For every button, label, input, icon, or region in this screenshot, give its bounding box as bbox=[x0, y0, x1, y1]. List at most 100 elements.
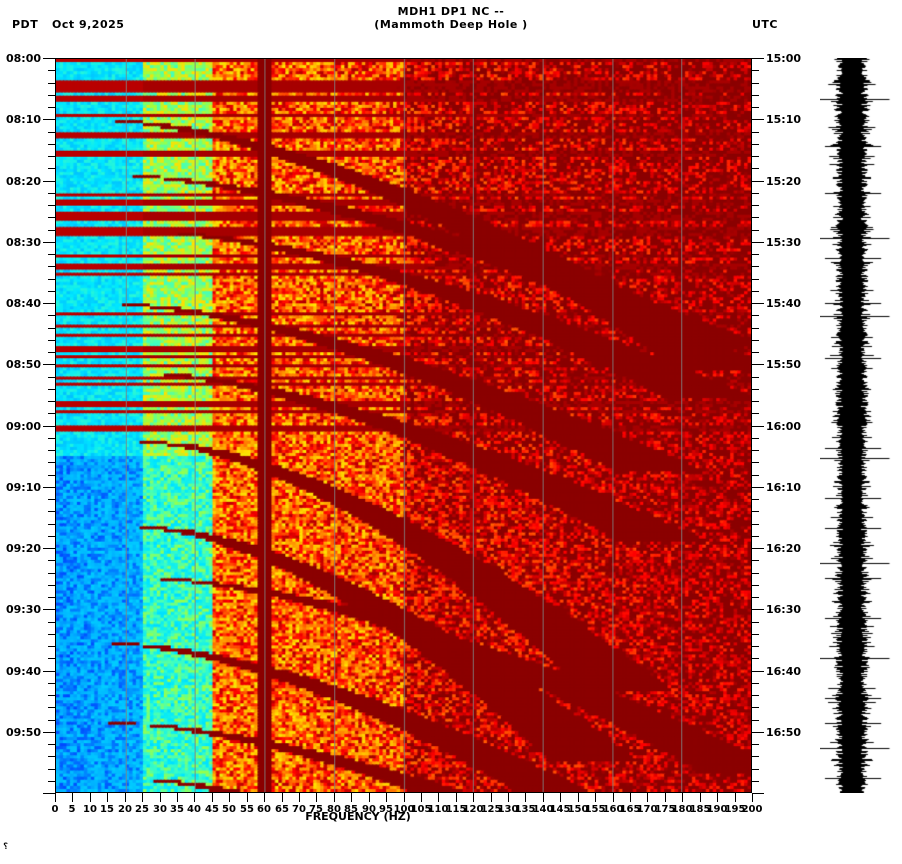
time-tick-right bbox=[752, 536, 759, 537]
time-tick-left bbox=[48, 132, 55, 133]
frequency-tick bbox=[560, 793, 561, 802]
frequency-label: 105 bbox=[410, 804, 432, 815]
time-tick-left bbox=[43, 793, 55, 794]
frequency-label: 60 bbox=[257, 804, 271, 815]
frequency-label: 75 bbox=[309, 804, 323, 815]
frequency-tick bbox=[508, 793, 509, 802]
time-tick-left bbox=[48, 279, 55, 280]
time-tick-right bbox=[752, 426, 764, 427]
time-tick-left bbox=[43, 609, 55, 610]
time-tick-right bbox=[752, 266, 759, 267]
frequency-label: 80 bbox=[327, 804, 341, 815]
time-tick-left bbox=[43, 671, 55, 672]
frequency-tick bbox=[735, 793, 736, 802]
frequency-tick bbox=[90, 793, 91, 802]
frequency-tick bbox=[72, 793, 73, 802]
time-tick-right bbox=[752, 732, 764, 733]
frequency-label: 15 bbox=[100, 804, 114, 815]
frequency-label: 30 bbox=[153, 804, 167, 815]
time-label-local: 08:30 bbox=[5, 236, 41, 249]
frequency-tick bbox=[351, 793, 352, 802]
time-tick-right bbox=[752, 720, 759, 721]
time-label-local: 09:10 bbox=[5, 481, 41, 494]
time-tick-right bbox=[752, 413, 759, 414]
frequency-label: 110 bbox=[427, 804, 449, 815]
time-tick-left bbox=[48, 168, 55, 169]
time-label-local: 08:50 bbox=[5, 358, 41, 371]
page-title: MDH1 DP1 NC -- bbox=[397, 5, 505, 18]
time-tick-right bbox=[752, 377, 759, 378]
time-tick-right bbox=[752, 193, 759, 194]
time-tick-right bbox=[752, 217, 759, 218]
spectrogram-plot[interactable] bbox=[55, 58, 752, 793]
frequency-tick bbox=[717, 793, 718, 802]
frequency-tick bbox=[247, 793, 248, 802]
time-tick-right bbox=[752, 707, 759, 708]
time-tick-left bbox=[48, 622, 55, 623]
time-tick-left bbox=[43, 487, 55, 488]
time-tick-left bbox=[48, 462, 55, 463]
frequency-label: 190 bbox=[706, 804, 728, 815]
time-tick-right bbox=[752, 364, 764, 365]
frequency-tick bbox=[421, 793, 422, 802]
frequency-tick bbox=[404, 793, 405, 802]
frequency-label: 140 bbox=[532, 804, 554, 815]
time-tick-left bbox=[48, 70, 55, 71]
time-tick-right bbox=[752, 695, 759, 696]
time-tick-left bbox=[48, 217, 55, 218]
time-tick-left bbox=[48, 597, 55, 598]
time-tick-left bbox=[48, 720, 55, 721]
time-tick-left bbox=[48, 193, 55, 194]
time-tick-left bbox=[48, 230, 55, 231]
seismogram-trace-panel[interactable] bbox=[820, 58, 896, 793]
time-tick-left bbox=[48, 658, 55, 659]
time-tick-left bbox=[48, 499, 55, 500]
time-label-utc: 16:50 bbox=[766, 726, 802, 739]
frequency-tick bbox=[282, 793, 283, 802]
frequency-tick bbox=[456, 793, 457, 802]
time-tick-right bbox=[752, 328, 759, 329]
frequency-tick bbox=[665, 793, 666, 802]
frequency-label: 100 bbox=[393, 804, 415, 815]
frequency-label: 125 bbox=[480, 804, 502, 815]
frequency-tick bbox=[107, 793, 108, 802]
time-tick-left bbox=[43, 426, 55, 427]
frequency-label: 135 bbox=[514, 804, 536, 815]
time-tick-left bbox=[48, 413, 55, 414]
time-tick-right bbox=[752, 279, 759, 280]
frequency-label: 120 bbox=[462, 804, 484, 815]
page-subtitle: (Mammoth Deep Hole ) bbox=[374, 18, 528, 31]
time-tick-right bbox=[752, 438, 759, 439]
time-tick-right bbox=[752, 401, 759, 402]
time-label-utc: 15:50 bbox=[766, 358, 802, 371]
date-label: Oct 9,2025 bbox=[52, 18, 125, 31]
time-tick-left bbox=[48, 340, 55, 341]
time-tick-right bbox=[752, 793, 764, 794]
time-tick-left bbox=[43, 548, 55, 549]
time-tick-left bbox=[48, 683, 55, 684]
frequency-label: 195 bbox=[724, 804, 746, 815]
time-tick-left bbox=[48, 450, 55, 451]
frequency-tick bbox=[525, 793, 526, 802]
time-tick-left bbox=[48, 524, 55, 525]
time-label-local: 08:20 bbox=[5, 175, 41, 188]
time-tick-right bbox=[752, 597, 759, 598]
time-tick-left bbox=[43, 732, 55, 733]
time-tick-right bbox=[752, 144, 759, 145]
frequency-tick bbox=[700, 793, 701, 802]
time-label-local: 09:50 bbox=[5, 726, 41, 739]
time-tick-right bbox=[752, 291, 759, 292]
time-tick-left bbox=[48, 401, 55, 402]
time-tick-right bbox=[752, 683, 759, 684]
time-tick-left bbox=[48, 156, 55, 157]
frequency-label: 130 bbox=[497, 804, 519, 815]
time-label-local: 09:00 bbox=[5, 420, 41, 433]
time-tick-right bbox=[752, 634, 759, 635]
time-tick-right bbox=[752, 744, 759, 745]
frequency-tick bbox=[752, 793, 753, 802]
frequency-tick bbox=[682, 793, 683, 802]
time-label-local: 08:40 bbox=[5, 297, 41, 310]
time-tick-left bbox=[48, 254, 55, 255]
time-tick-right bbox=[752, 254, 759, 255]
time-tick-left bbox=[48, 205, 55, 206]
